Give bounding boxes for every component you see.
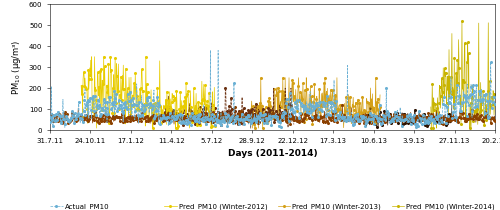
Pred_PM10 (Summer-2011) [183,118,189,121]
Pred_PM10 (Summer-2011) [278,114,284,116]
Pred_PM10 (Summer-2011) [47,120,53,123]
Pred_PM10 (Summer-2011) [420,116,426,118]
Legend: Actual_PM10, Pred_PM10 (Summer-2011), Pred_PM10 (Winter-2012), Pred_PM10 (Summer: Actual_PM10, Pred_PM10 (Summer-2011), Pr… [50,203,495,210]
Actual_PM10 [421,124,427,126]
Y-axis label: PM$_{10}$ (μg/m³): PM$_{10}$ (μg/m³) [10,39,24,95]
Pred_PM10 (Summer-2011) [440,123,446,126]
Line: Pred_PM10 (Summer-2012): Pred_PM10 (Summer-2012) [164,87,294,129]
Pred_PM10 (Summer-2011) [313,104,319,106]
Actual_PM10 [492,105,498,107]
Line: Pred_PM10 (Winter-2014): Pred_PM10 (Winter-2014) [430,20,496,129]
Pred_PM10 (Winter-2014) [492,104,498,106]
Actual_PM10 [208,49,214,52]
X-axis label: Days (2011-2014): Days (2011-2014) [228,149,318,158]
Line: Actual_PM10: Actual_PM10 [49,50,496,128]
Actual_PM10 [280,111,285,114]
Pred_PM10 (Summer-2011) [439,117,445,120]
Pred_PM10 (Summer-2013) [438,120,444,123]
Pred_PM10 (Winter-2012) [90,105,96,108]
Pred_PM10 (Summer-2013) [420,114,426,117]
Line: Pred_PM10 (Winter-2013): Pred_PM10 (Winter-2013) [250,77,381,129]
Pred_PM10 (Winter-2014) [438,88,444,91]
Pred_PM10 (Summer-2012) [183,114,189,117]
Pred_PM10 (Summer-2011) [90,122,96,124]
Pred_PM10 (Summer-2011) [302,119,308,121]
Actual_PM10 [62,126,68,129]
Actual_PM10 [90,95,96,97]
Actual_PM10 [304,100,310,103]
Pred_PM10 (Summer-2012) [278,111,284,113]
Pred_PM10 (Summer-2011) [492,115,498,117]
Pred_PM10 (Winter-2013) [302,104,308,106]
Actual_PM10 [47,121,53,123]
Line: Pred_PM10 (Summer-2013): Pred_PM10 (Summer-2013) [366,104,452,128]
Pred_PM10 (Winter-2012) [183,82,189,84]
Actual_PM10 [440,119,446,121]
Actual_PM10 [184,119,190,122]
Pred_PM10 (Winter-2013) [278,99,284,102]
Line: Pred_PM10 (Winter-2012): Pred_PM10 (Winter-2012) [80,56,216,129]
Line: Pred_PM10 (Summer-2011): Pred_PM10 (Summer-2011) [49,104,496,125]
